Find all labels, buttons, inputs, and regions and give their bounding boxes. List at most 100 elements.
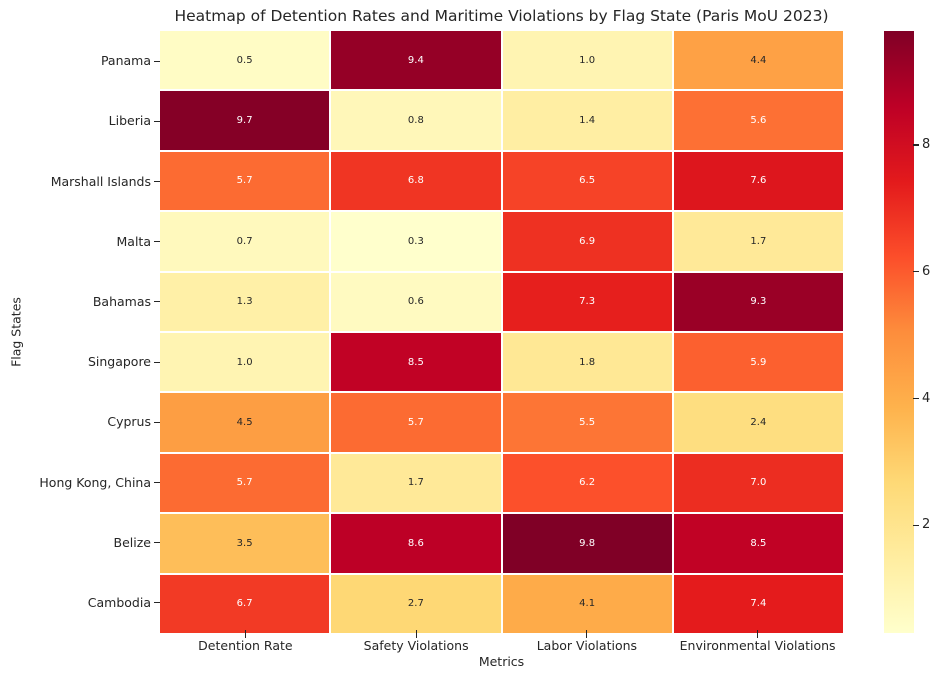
y-tick-mark <box>154 241 160 243</box>
row-label: Hong Kong, China <box>39 474 151 490</box>
x-tick-mark <box>244 630 246 638</box>
cell-value: 1.7 <box>750 235 767 247</box>
col-label: Safety Violations <box>363 638 469 653</box>
cell-value: 6.8 <box>407 175 424 187</box>
cell-value: 7.0 <box>750 477 767 489</box>
heatmap-cell: 9.7 <box>160 91 330 150</box>
row-label: Cyprus <box>107 414 151 430</box>
heatmap-cell: 5.7 <box>160 453 330 513</box>
cell-value: 0.5 <box>236 54 253 66</box>
heatmap-cell: 8.5 <box>673 514 843 573</box>
colorbar-tick-mark <box>913 144 919 146</box>
y-tick-mark <box>154 120 160 122</box>
heatmap-cell: 1.4 <box>502 91 672 150</box>
cell-value: 5.7 <box>407 417 424 429</box>
cell-value: 5.9 <box>750 356 767 368</box>
cell-value: 0.7 <box>236 235 253 247</box>
cell-value: 6.7 <box>236 598 253 610</box>
cell-value: 8.5 <box>750 537 767 549</box>
heatmap-cell: 8.5 <box>331 333 501 392</box>
heatmap-cell: 1.0 <box>160 333 330 392</box>
cell-value: 1.3 <box>236 296 253 308</box>
y-tick-mark <box>154 542 160 544</box>
heatmap-cell: 1.7 <box>331 453 501 513</box>
cell-value: 9.7 <box>236 115 253 127</box>
heatmap-cell: 4.4 <box>673 31 843 90</box>
heatmap-cell: 0.7 <box>160 212 330 271</box>
cell-value: 7.3 <box>579 296 596 308</box>
heatmap-cell: 7.3 <box>502 272 672 331</box>
cell-value: 1.0 <box>579 54 596 66</box>
heatmap-cell: 9.4 <box>331 31 501 90</box>
row-label: Belize <box>113 534 151 550</box>
cell-value: 0.3 <box>407 235 424 247</box>
heatmap-cell: 1.0 <box>502 31 672 90</box>
cell-value: 0.8 <box>407 115 424 127</box>
row-label: Panama <box>100 53 151 69</box>
y-tick-mark <box>154 60 160 62</box>
x-tick-mark <box>757 630 759 638</box>
y-tick-mark <box>154 361 160 363</box>
heatmap-cell: 4.1 <box>502 574 672 633</box>
cell-value: 3.5 <box>236 537 253 549</box>
heatmap-cell: 5.7 <box>331 393 501 452</box>
cell-value: 1.7 <box>407 477 424 489</box>
cell-value: 6.9 <box>579 235 596 247</box>
row-label: Cambodia <box>87 594 151 610</box>
cell-value: 1.8 <box>579 356 596 368</box>
y-tick-mark <box>154 481 160 484</box>
cell-value: 5.7 <box>236 477 253 489</box>
cell-value: 9.4 <box>407 54 424 66</box>
cell-value: 5.7 <box>236 175 253 187</box>
col-label: Detention Rate <box>198 638 293 653</box>
y-tick-mark <box>154 602 160 604</box>
col-label: Environmental Violations <box>679 638 836 653</box>
row-label: Liberia <box>108 113 151 129</box>
heatmap-cell: 0.3 <box>331 212 501 271</box>
colorbar <box>884 31 914 633</box>
cell-value: 5.6 <box>750 115 767 127</box>
heatmap-cell: 1.3 <box>160 272 330 331</box>
heatmap-cell: 2.7 <box>331 574 501 633</box>
cell-value: 7.6 <box>750 175 767 187</box>
cell-value: 1.0 <box>236 356 253 368</box>
heatmap-cell: 4.5 <box>160 393 330 452</box>
cell-value: 8.6 <box>407 537 424 549</box>
colorbar-tick-label: 6 <box>922 263 931 279</box>
colorbar-tick-label: 8 <box>922 137 931 153</box>
heatmap-cell: 6.5 <box>502 151 672 211</box>
cell-value: 2.4 <box>750 417 767 429</box>
col-label: Labor Violations <box>536 638 638 653</box>
heatmap-cell: 9.3 <box>673 272 843 331</box>
cell-value: 0.6 <box>407 296 424 308</box>
colorbar-tick-mark <box>913 271 919 273</box>
heatmap-cell: 7.0 <box>673 453 843 513</box>
heatmap-cell: 6.9 <box>502 212 672 271</box>
heatmap-cell: 0.8 <box>331 91 501 150</box>
y-tick-mark <box>154 180 160 183</box>
cell-value: 4.5 <box>236 417 253 429</box>
heatmap-cell: 5.5 <box>502 393 672 452</box>
x-tick-mark <box>586 630 588 638</box>
heatmap-cell: 1.7 <box>673 212 843 271</box>
heatmap-cell: 8.6 <box>331 514 501 573</box>
x-tick-mark <box>415 630 417 638</box>
heatmap-cell: 5.9 <box>673 333 843 392</box>
colorbar-tick-mark <box>913 524 919 526</box>
cell-value: 9.3 <box>750 296 767 308</box>
x-axis-label: Metrics <box>478 654 525 669</box>
cell-value: 9.8 <box>579 537 596 549</box>
heatmap-cell: 5.7 <box>160 151 330 211</box>
heatmap-cell: 5.6 <box>673 91 843 150</box>
cell-value: 4.1 <box>579 598 596 610</box>
y-tick-mark <box>154 421 160 423</box>
cell-value: 6.5 <box>579 175 596 187</box>
heatmap-cell: 0.6 <box>331 272 501 331</box>
cell-value: 2.7 <box>407 598 424 610</box>
heatmap-grid: 0.5 9.4 1.0 4.4 9.7 0.8 1.4 5.6 5.7 6.8 6.5 7.6 0.7 0… <box>160 31 843 633</box>
colorbar-tick-mark <box>913 397 919 400</box>
cell-value: 8.5 <box>407 356 424 368</box>
heatmap-cell: 0.5 <box>160 31 330 90</box>
row-label: Singapore <box>87 354 151 370</box>
